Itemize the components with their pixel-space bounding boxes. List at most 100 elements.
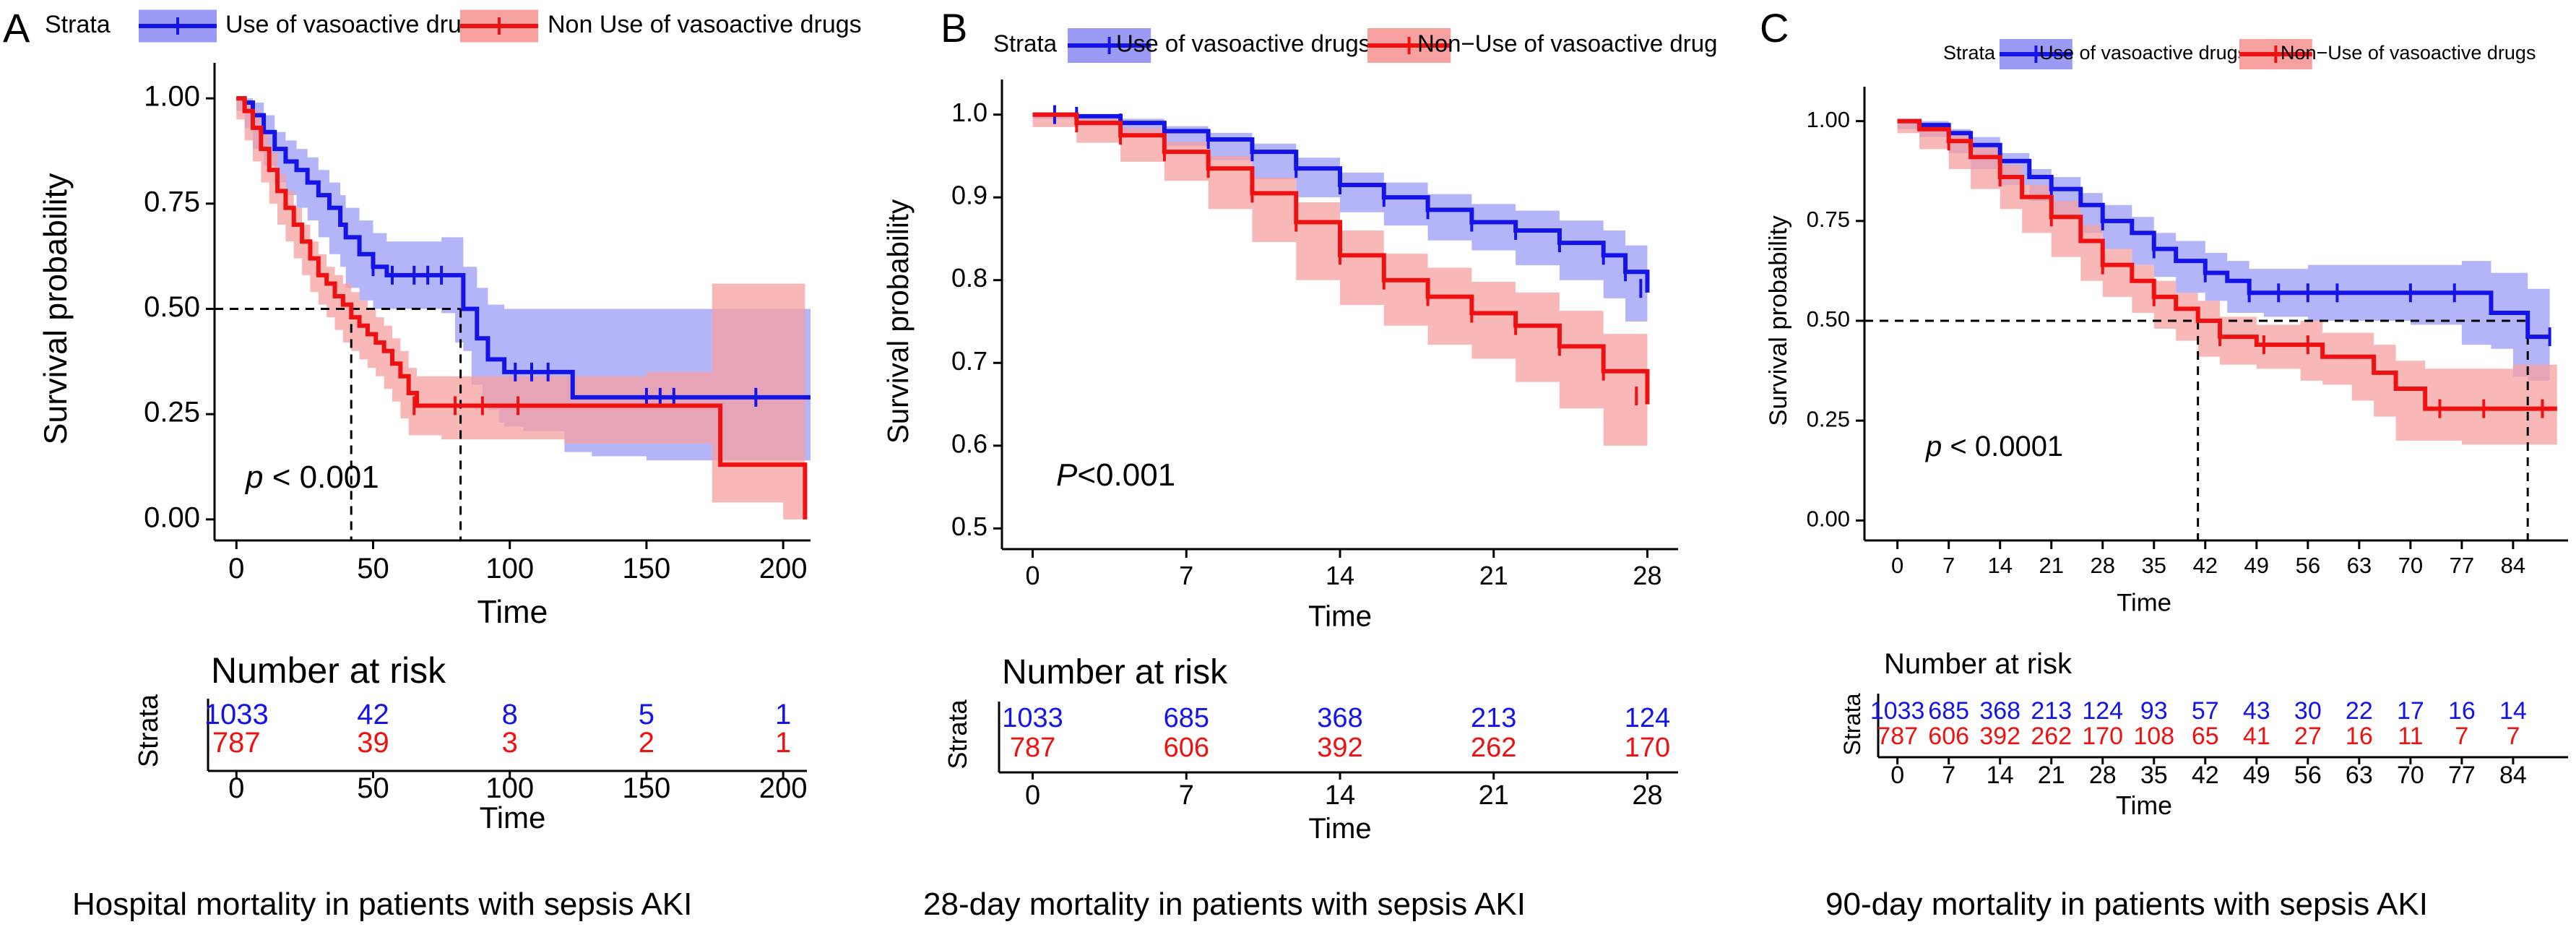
legend-entry: Non Use of vasoactive drugs (548, 11, 862, 38)
ci-band-non-use (236, 98, 805, 519)
y-tick-label: 1.00 (144, 81, 200, 113)
panel-b: B Strata Use of vasoactive drugs Non−Use of… (881, 5, 1717, 922)
risk-count: 1033 (1870, 697, 1925, 725)
legend: Strata Use of vasoactive drugs Non−Use of … (1943, 39, 2536, 69)
x-axis-title: Time (1308, 600, 1372, 633)
risk-count: 43 (2243, 697, 2270, 725)
risk-count: 57 (2192, 697, 2219, 725)
risk-count: 7 (2506, 723, 2520, 750)
panel-a: A Strata Use of vasoactive drugs Non Use of… (3, 5, 862, 922)
legend-entry: Use of vasoactive drugs (2039, 42, 2247, 64)
risk-count: 787 (1010, 733, 1055, 763)
risk-count: 262 (2031, 723, 2072, 750)
risk-table-title: Number at risk (1002, 653, 1228, 691)
x-tick-label: 7 (1179, 561, 1193, 590)
risk-table-x-tick-label: 7 (1179, 780, 1194, 811)
x-tick-label: 28 (1633, 561, 1661, 590)
risk-count: 368 (1317, 703, 1362, 733)
y-tick-label: 1.00 (1807, 107, 1850, 132)
x-tick-label: 7 (1942, 553, 1955, 578)
legend-entry: Use of vasoactive drugs (225, 11, 488, 38)
risk-count: 16 (2448, 697, 2476, 725)
risk-count: 3 (502, 727, 518, 759)
risk-count: 392 (1317, 733, 1362, 763)
risk-count: 685 (1164, 703, 1209, 733)
risk-count: 5 (639, 699, 654, 730)
x-tick-label: 63 (2347, 553, 2372, 578)
risk-table-x-tick-label: 0 (1890, 762, 1904, 789)
risk-table-x-title: Time (1308, 813, 1371, 845)
risk-table: Number at risk Strata 1033 685 368 213 124 93 57… (1839, 648, 2568, 820)
x-tick-label: 200 (759, 553, 808, 585)
x-tick-label: 0 (228, 553, 244, 585)
risk-count: 30 (2294, 697, 2322, 725)
y-tick-label: 0.25 (144, 397, 200, 428)
risk-count: 606 (1164, 733, 1209, 763)
km-curve-non-use (236, 96, 808, 519)
risk-table-x-tick-label: 35 (2140, 762, 2168, 789)
risk-table-x-tick-label: 14 (1987, 762, 2014, 789)
risk-count: 368 (1979, 697, 2020, 725)
risk-table-x-tick-label: 42 (2192, 762, 2219, 789)
y-axis-title: Survival probability (1765, 215, 1792, 426)
panel-c: C Strata Use of vasoactive drugs Non−Use of… (1760, 5, 2568, 922)
legend-title: Strata (1943, 42, 1996, 64)
km-curve-non-use (1897, 118, 2557, 411)
x-axis-title: Time (477, 594, 548, 630)
risk-count: 213 (2031, 697, 2072, 725)
risk-table-x-tick-label: 28 (1632, 780, 1662, 811)
risk-table: Number at risk Strata 1033 42 8 5 1 787 39 3 2 1 0 50… (134, 650, 808, 835)
x-axis-title: Time (2117, 589, 2171, 616)
x-tick-label: 84 (2501, 553, 2525, 578)
risk-table-x-tick-label: 0 (1025, 780, 1040, 811)
risk-table-x-tick-label: 21 (2038, 762, 2065, 789)
y-tick-label: 0.25 (1807, 406, 1850, 431)
y-tick-label: 0.75 (144, 186, 200, 217)
p-value-text: < 0.0001 (1942, 431, 2063, 462)
risk-table-x-tick-label: 50 (357, 772, 389, 804)
x-tick-label: 100 (485, 553, 534, 585)
risk-count: 14 (2499, 697, 2527, 725)
risk-count: 170 (2082, 723, 2123, 750)
y-tick-label: 0.00 (144, 501, 200, 533)
risk-table-x-tick-label: 7 (1942, 762, 1955, 789)
risk-count: 108 (2133, 723, 2174, 750)
risk-count: 8 (502, 699, 518, 730)
risk-count: 2 (639, 727, 654, 759)
risk-table-x-title: Time (2116, 791, 2172, 820)
risk-table-x-tick-label: 150 (623, 772, 671, 804)
risk-count: 41 (2243, 723, 2270, 750)
p-value: p < 0.0001 (1925, 431, 2063, 462)
x-tick-label: 14 (1987, 553, 2012, 578)
x-tick-label: 49 (2244, 553, 2269, 578)
y-tick-label: 0.6 (951, 428, 987, 458)
p-value-symbol: p (244, 460, 263, 495)
risk-table-x-tick-label: 56 (2294, 762, 2322, 789)
risk-count: 11 (2398, 723, 2423, 750)
p-value: p < 0.001 (244, 460, 379, 495)
km-curve-use (1897, 118, 2550, 340)
risk-table-x-tick-label: 70 (2397, 762, 2424, 789)
risk-table: Number at risk Strata 1033 685 368 213 124 787 6… (943, 653, 1678, 845)
panel-label: C (1760, 5, 1789, 51)
risk-count: 606 (1928, 723, 1969, 750)
risk-count: 124 (1625, 703, 1670, 733)
y-tick-label: 1.0 (951, 98, 987, 127)
x-tick-label: 14 (1326, 561, 1354, 590)
legend-title: Strata (45, 11, 111, 38)
risk-count: 7 (2455, 723, 2468, 750)
risk-table-title: Number at risk (1884, 648, 2073, 680)
y-tick-label: 0.00 (1807, 506, 1850, 532)
risk-table-x-tick-label: 84 (2499, 762, 2527, 789)
risk-count: 1033 (204, 699, 269, 730)
x-tick-label: 28 (2090, 553, 2114, 578)
risk-count: 17 (2397, 697, 2424, 725)
risk-count: 1 (775, 727, 791, 759)
y-tick-label: 0.75 (1807, 207, 1850, 232)
risk-count: 42 (357, 699, 389, 730)
risk-count: 1033 (1002, 703, 1063, 733)
x-tick-label: 21 (1479, 561, 1508, 590)
p-value-symbol: p (1925, 431, 1942, 462)
risk-count: 27 (2294, 723, 2322, 750)
